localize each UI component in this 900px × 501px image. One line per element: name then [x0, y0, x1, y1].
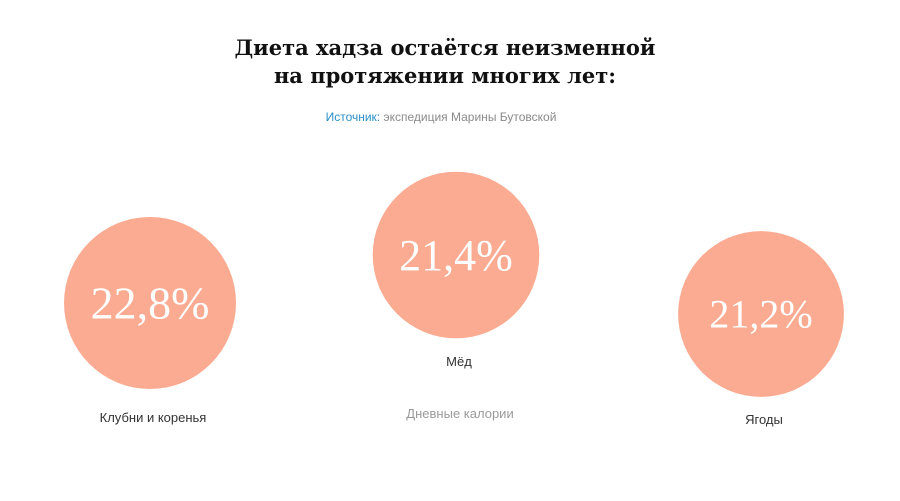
bubble-category-label-3: Ягоды	[745, 412, 783, 427]
source-label: Источник:	[325, 110, 381, 124]
bubble-value-label-2: 21,4%	[399, 231, 513, 280]
faded-bubble-value-1: 13,5%	[269, 471, 347, 501]
source-text: экспедиция Марины Бутовской	[380, 110, 557, 124]
chart-title: Диета хадза остаётся неизменной на протя…	[0, 34, 890, 90]
bubble-2	[372, 171, 540, 339]
chart-title-line-1: Диета хадза остаётся неизменной	[234, 35, 656, 60]
chart-caption: Дневные калории	[406, 406, 513, 421]
bubble-value-label-1: 22,8%	[91, 278, 210, 329]
bubble-3	[678, 231, 844, 397]
bubble-category-label-1: Клубни и коренья	[100, 410, 207, 425]
bubble-value-label-3: 21,2%	[709, 292, 812, 337]
bubble-1	[64, 217, 236, 389]
bubble-category-label-2: Мёд	[446, 354, 472, 369]
chart-title-line-2: на протяжении многих лет:	[273, 63, 617, 88]
source-line: Источник: экспедиция Марины Бутовской	[0, 110, 882, 124]
